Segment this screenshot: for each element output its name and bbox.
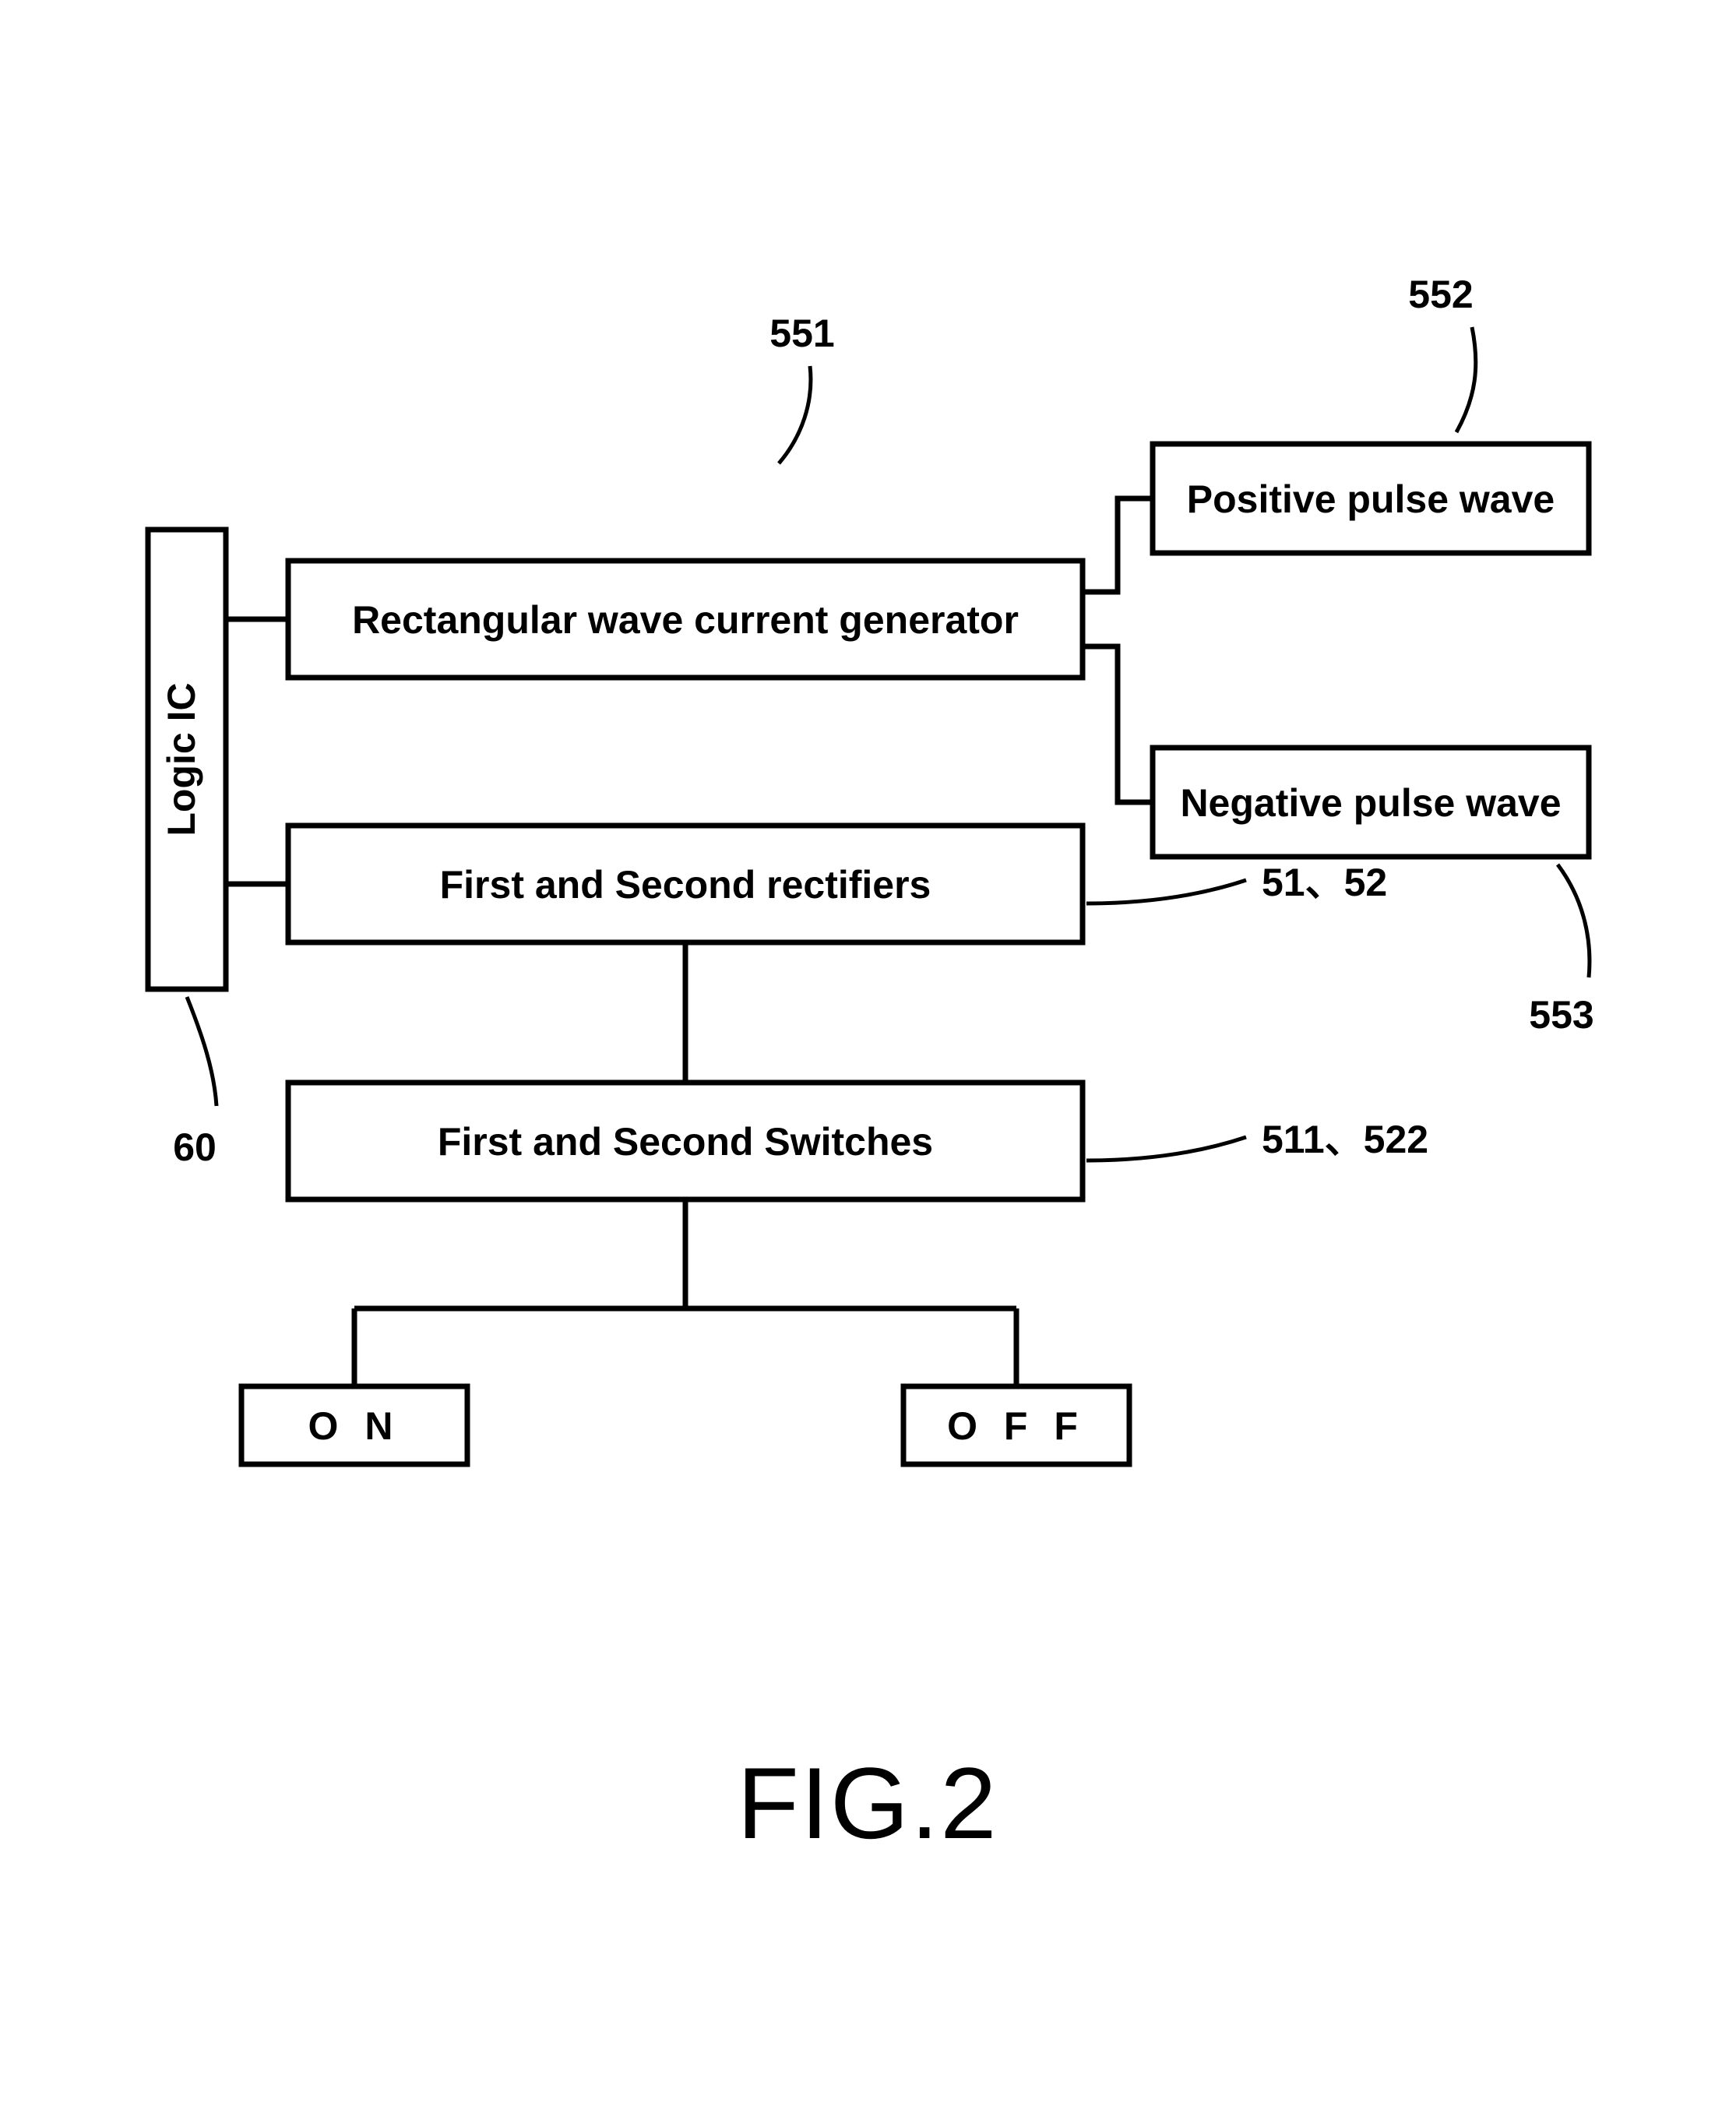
- ref-51-52: 51、52: [1262, 861, 1387, 904]
- node-rect-gen: Rectangular wave current generator: [288, 561, 1083, 678]
- node-pos-pulse: Positive pulse wave: [1153, 444, 1589, 553]
- neg-pulse-label: Negative pulse wave: [1180, 781, 1561, 825]
- figure-label: FIG.2: [737, 1746, 998, 1860]
- ref-511-522: 511、522: [1262, 1118, 1428, 1161]
- off-label: O F F: [947, 1404, 1086, 1448]
- ref-551: 551: [769, 312, 834, 355]
- node-rectifiers: First and Second rectifiers: [288, 826, 1083, 942]
- rect-gen-label: Rectangular wave current generator: [352, 598, 1019, 642]
- ref-552: 552: [1408, 273, 1473, 316]
- node-logic-ic: Logic IC: [148, 530, 226, 989]
- pos-pulse-label: Positive pulse wave: [1187, 477, 1555, 521]
- node-neg-pulse: Negative pulse wave: [1153, 748, 1589, 857]
- ref-553: 553: [1529, 993, 1593, 1037]
- logic-ic-label: Logic IC: [160, 682, 203, 836]
- node-off: O F F: [903, 1386, 1129, 1464]
- node-on: O N: [241, 1386, 467, 1464]
- ref-60: 60: [173, 1125, 217, 1169]
- diagram-canvas: Logic IC Rectangular wave current genera…: [0, 0, 1736, 2106]
- rectifiers-label: First and Second rectifiers: [440, 863, 931, 907]
- ref-leaders: 551 552 553 60 51、52 511、522: [173, 273, 1594, 1169]
- switches-label: First and Second Switches: [438, 1120, 933, 1164]
- on-label: O N: [308, 1404, 401, 1448]
- node-switches: First and Second Switches: [288, 1083, 1083, 1199]
